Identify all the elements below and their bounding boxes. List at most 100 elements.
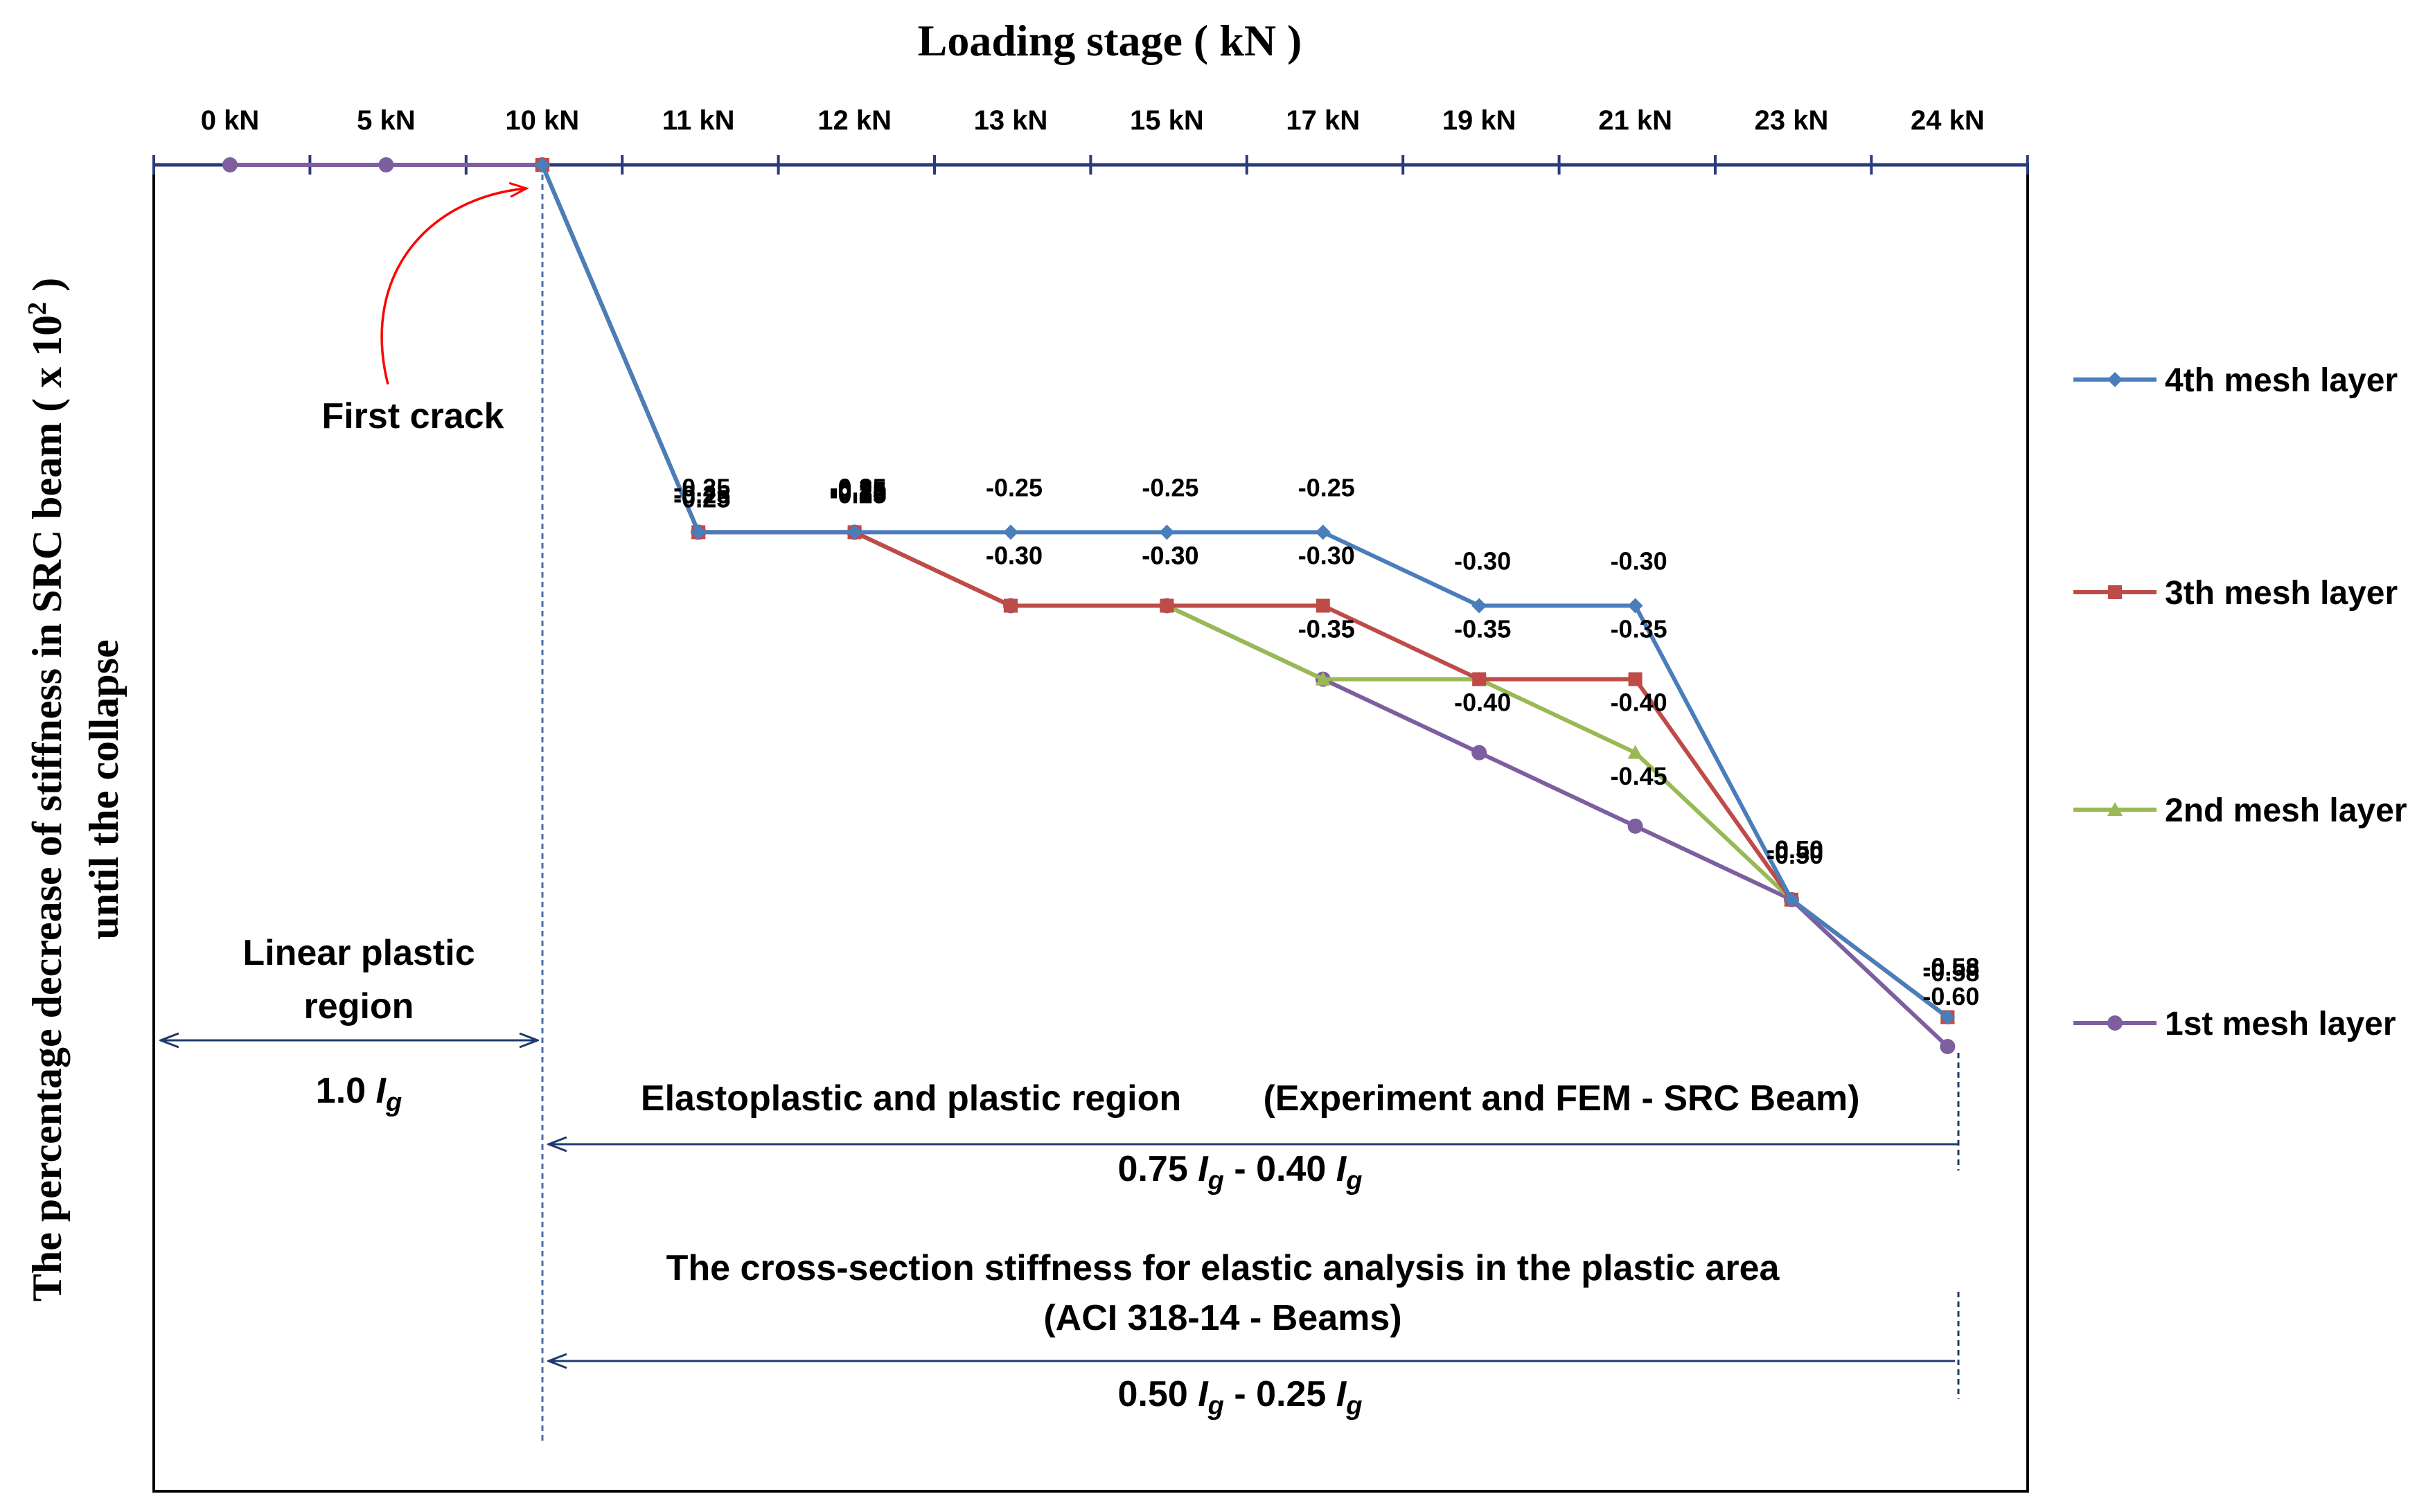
data-label: -0.40 (1611, 688, 1667, 717)
data-label: -0.30 (1298, 542, 1355, 570)
data-label: -0.25 (1298, 473, 1355, 501)
data-label: -0.30 (986, 542, 1043, 570)
y-axis-label-line2: until the collapse (81, 639, 127, 939)
x-tick-label: 5 kN (357, 105, 416, 136)
legend-marker (2107, 1015, 2123, 1031)
x-tick-label: 13 kN (974, 105, 1048, 136)
data-label: -0.35 (1611, 615, 1667, 643)
x-tick-label: 15 kN (1130, 105, 1204, 136)
legend-marker (2107, 372, 2123, 387)
legend-item: 1st mesh layer (2073, 1006, 2396, 1042)
data-label: -0.45 (1611, 762, 1667, 790)
data-point (1472, 672, 1487, 686)
legend-label: 4th mesh layer (2165, 362, 2398, 399)
series-line (540, 163, 1949, 1019)
chart-title: Loading stage ( kN ) (918, 16, 1302, 65)
legend-marker (2107, 802, 2123, 816)
series-3 (534, 157, 1956, 1024)
series-2 (535, 158, 1955, 1024)
legend-item: 4th mesh layer (2073, 362, 2398, 399)
series-line (540, 163, 1949, 1019)
data-point (534, 157, 550, 172)
plot-frame (152, 163, 2029, 1493)
legend-item: 2nd mesh layer (2073, 792, 2407, 829)
data-label: -0.58 (1922, 953, 1979, 981)
data-label: -0.35 (1298, 615, 1355, 643)
data-point (1627, 745, 1643, 759)
legend-label: 1st mesh layer (2165, 1006, 2396, 1042)
first-crack-label: First crack (321, 396, 504, 436)
legend-marker (2108, 585, 2122, 599)
data-label: -0.25 (830, 477, 887, 506)
data-point (1940, 1039, 1956, 1054)
data-label: -0.25 (986, 473, 1043, 501)
data-label: -0.50 (1767, 841, 1823, 869)
data-label: -0.50 (1767, 835, 1823, 864)
legend: 4th mesh layer 3th mesh layer 2nd mesh lay… (2073, 362, 2407, 1042)
elastoplastic-source: (Experiment and FEM - SRC Beam) (1263, 1078, 1859, 1119)
data-label: -0.25 (830, 476, 887, 504)
data-label: -0.50 (1767, 835, 1823, 864)
data-point (222, 157, 238, 172)
legend-label: 2nd mesh layer (2165, 792, 2407, 829)
elastoplastic-label: Elastoplastic and plastic region (641, 1078, 1181, 1119)
series-1 (534, 157, 1956, 1025)
data-point (1315, 524, 1331, 540)
data-point (847, 524, 862, 540)
data-point (1160, 598, 1174, 613)
data-label: -0.35 (1298, 615, 1355, 643)
x-tick-label: 0 kN (201, 105, 260, 136)
data-point (1004, 598, 1018, 613)
data-label: -0.58 (1922, 953, 1979, 981)
data-label: -0.25 (1142, 473, 1198, 501)
first-crack-arrow (380, 181, 529, 385)
data-point (1003, 524, 1018, 540)
data-point (1471, 598, 1487, 614)
data-label: -0.30 (1142, 542, 1198, 570)
data-label: -0.35 (1454, 615, 1511, 643)
data-point (1627, 598, 1643, 614)
linear-region-label-2: region (304, 986, 414, 1026)
svg-text:The percentage decrease of sti: The percentage decrease of stiffness in … (23, 278, 70, 1301)
aci-label-1: The cross-section stiffness for elastic … (666, 1248, 1780, 1288)
data-point (1159, 524, 1175, 540)
data-point (1628, 672, 1642, 686)
data-label: -0.35 (1454, 615, 1511, 643)
data-label: -0.30 (1142, 542, 1198, 570)
data-label: -0.50 (1767, 835, 1823, 864)
data-label: -0.25 (673, 484, 730, 513)
data-point (1627, 818, 1643, 834)
data-label: -0.58 (1922, 959, 1979, 987)
aci-label-2: (ACI 318-14 - Beams) (1043, 1298, 1401, 1338)
data-label: -0.40 (1454, 688, 1511, 717)
data-label: -0.25 (830, 480, 887, 508)
x-tick-label: 10 kN (505, 105, 579, 136)
data-label: -0.30 (1611, 547, 1667, 576)
data-label: -0.30 (986, 542, 1043, 570)
x-tick-label: 11 kN (662, 105, 735, 136)
series-line (540, 163, 1949, 1019)
data-label: -0.25 (830, 473, 887, 501)
x-tick-label: 24 kN (1911, 105, 1985, 136)
aci-range: 0.50 Ig - 0.25 Ig (1118, 1374, 1363, 1421)
linear-region-value: 1.0 Ig (316, 1071, 402, 1117)
data-point (1315, 671, 1331, 686)
data-label: -0.30 (1142, 542, 1198, 570)
legend-label: 3th mesh layer (2165, 575, 2398, 612)
data-point (691, 524, 707, 540)
data-point (1784, 891, 1799, 907)
data-point (378, 157, 394, 172)
data-label: -0.30 (1454, 547, 1511, 576)
linear-region-label-1: Linear plastic (242, 933, 475, 973)
x-tick-label: 19 kN (1442, 105, 1516, 136)
y-axis-label: The percentage decrease of stiffness in … (23, 278, 70, 1301)
data-point (1471, 745, 1487, 761)
elastoplastic-range: 0.75 Ig - 0.40 Ig (1118, 1149, 1363, 1195)
data-label: -0.25 (673, 484, 730, 513)
x-tick-label: 12 kN (817, 105, 892, 136)
data-label: -0.60 (1922, 982, 1979, 1011)
data-label: -0.25 (673, 473, 730, 501)
legend-item: 3th mesh layer (2073, 575, 2398, 612)
data-label: -0.30 (986, 542, 1043, 570)
